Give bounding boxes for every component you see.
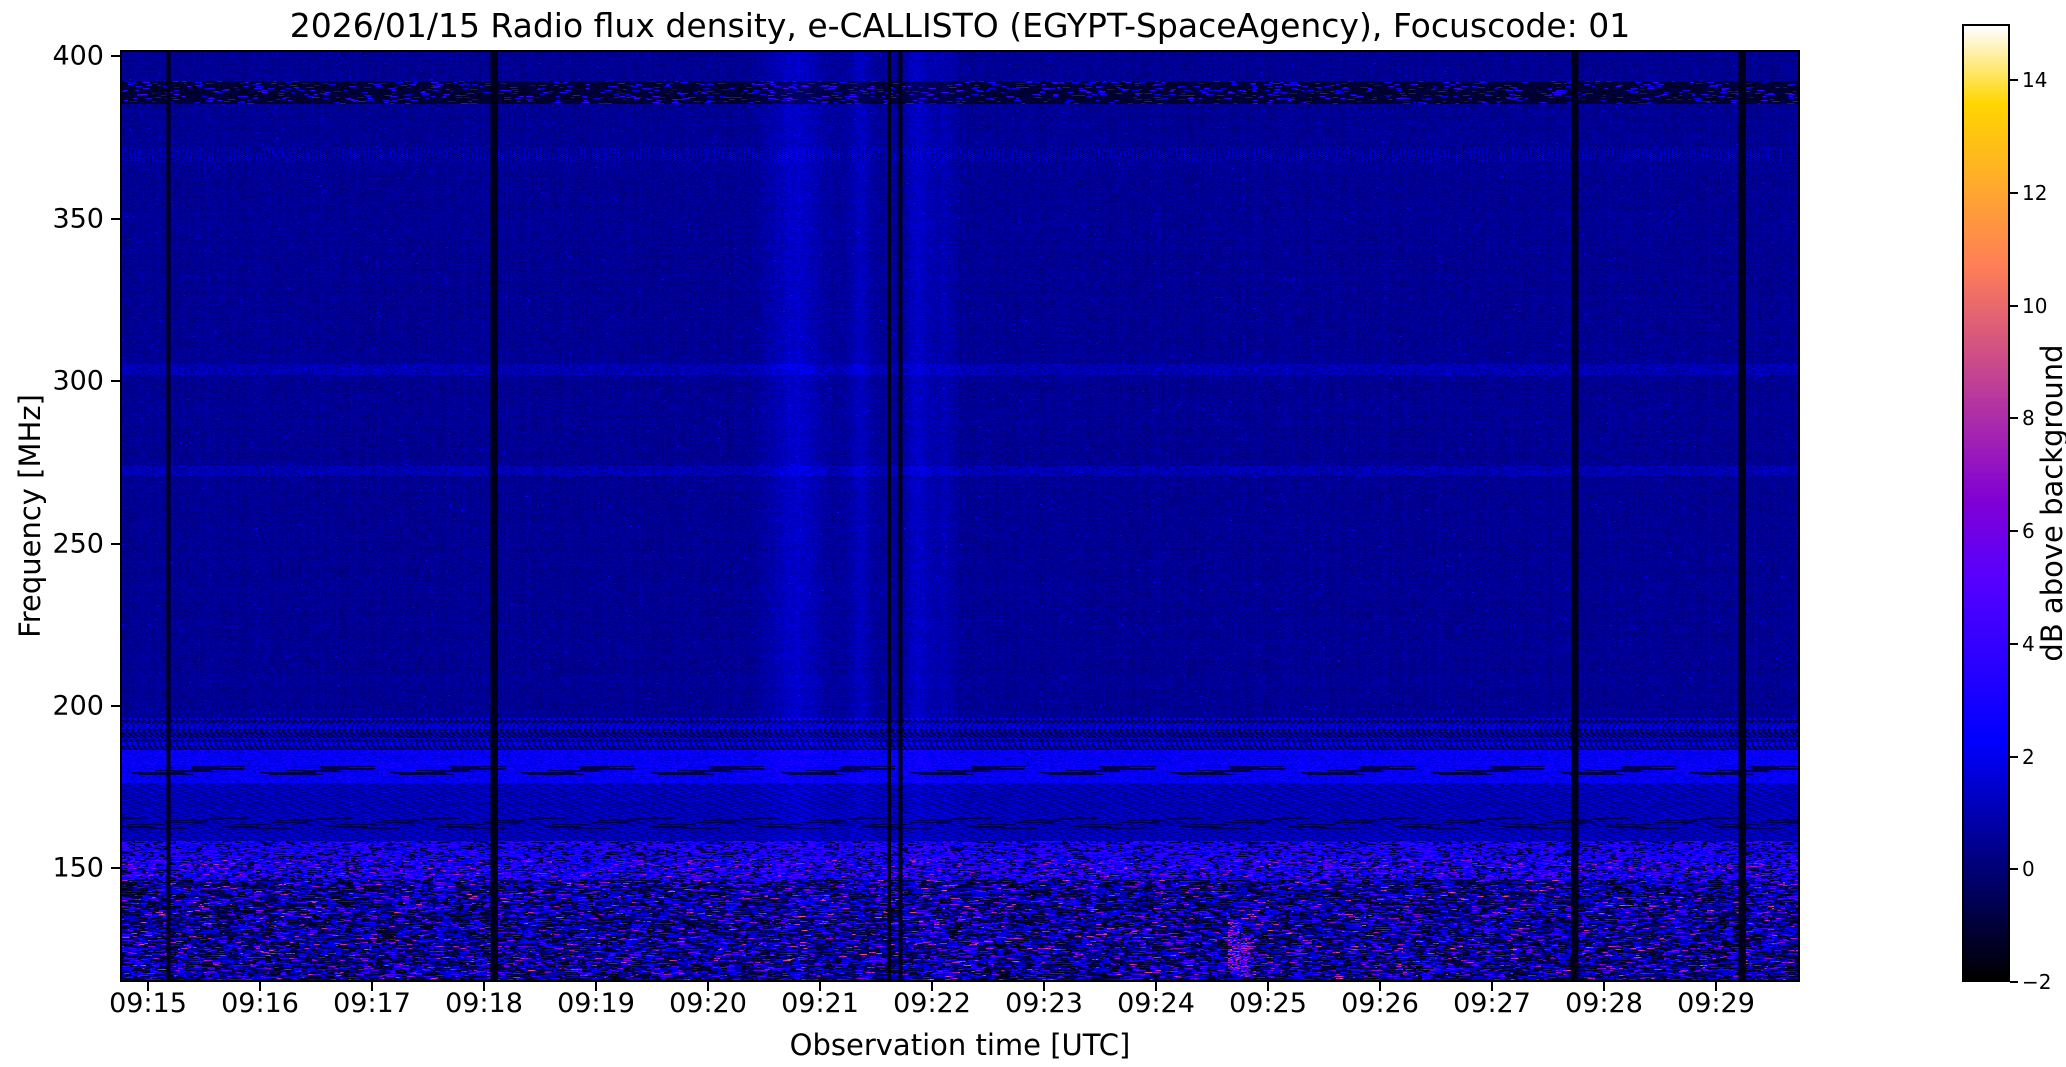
colorbar [1962,24,2010,982]
colorbar-tick-label: 14 [2022,68,2048,93]
colorbar-tick-mark [2010,868,2018,871]
spectrogram-canvas [122,52,1798,980]
colorbar-tick-label: 0 [2022,857,2035,882]
x-tick-mark [1155,982,1157,991]
colorbar-tick-mark [2010,981,2018,983]
x-tick-mark [1379,982,1381,991]
y-tick-label: 200 [52,690,104,722]
x-tick-label: 09:18 [445,988,523,1019]
colorbar-label: dB above background [2035,344,2066,662]
plot-area [120,50,1800,982]
colorbar-tick-label: −2 [2022,970,2052,994]
x-tick-mark [483,982,485,991]
y-tick-mark [111,217,120,220]
y-tick-mark [111,55,120,58]
x-tick-label: 09:24 [1117,988,1195,1019]
colorbar-tick-mark [2010,642,2018,645]
x-tick-mark [819,982,821,991]
colorbar-tick-mark [2010,192,2018,195]
x-axis-label: Observation time [UTC] [789,1028,1131,1062]
x-tick-label: 09:17 [333,988,411,1019]
x-tick-mark [259,982,261,991]
colorbar-canvas [1964,26,2008,980]
x-tick-label: 09:22 [893,988,971,1019]
y-tick-label: 300 [52,365,104,397]
x-tick-mark [1267,982,1269,991]
x-tick-label: 09:29 [1677,988,1755,1019]
colorbar-tick-mark [2010,755,2018,758]
colorbar-tick-label: 12 [2022,181,2048,206]
colorbar-tick-label: 4 [2022,631,2035,656]
x-tick-mark [1715,982,1717,991]
chart-title: 2026/01/15 Radio flux density, e-CALLIST… [289,6,1631,45]
x-tick-label: 09:15 [109,988,187,1019]
x-tick-mark [707,982,709,991]
y-tick-mark [111,380,120,383]
x-tick-mark [371,982,373,991]
y-tick-label: 350 [52,203,104,235]
x-tick-mark [147,982,149,991]
colorbar-tick-mark [2010,79,2018,82]
x-tick-mark [1603,982,1605,991]
colorbar-tick-mark [2010,417,2018,420]
y-axis-label: Frequency [MHz] [13,394,47,638]
x-tick-label: 09:16 [221,988,299,1019]
colorbar-tick-label: 8 [2022,406,2035,431]
colorbar-tick-label: 6 [2022,519,2035,544]
y-tick-mark [111,867,120,870]
x-tick-label: 09:28 [1565,988,1643,1019]
colorbar-tick-mark [2010,304,2018,307]
y-tick-label: 400 [52,40,104,72]
x-tick-label: 09:23 [1005,988,1083,1019]
x-tick-label: 09:20 [669,988,747,1019]
y-tick-label: 250 [52,528,104,560]
colorbar-tick-label: 10 [2022,293,2048,318]
x-tick-label: 09:27 [1453,988,1531,1019]
x-tick-label: 09:26 [1341,988,1419,1019]
y-tick-mark [111,542,120,545]
x-tick-mark [595,982,597,991]
y-tick-label: 150 [52,852,104,884]
x-tick-label: 09:21 [781,988,859,1019]
colorbar-tick-mark [2010,530,2018,533]
x-tick-label: 09:25 [1229,988,1307,1019]
x-tick-mark [1491,982,1493,991]
colorbar-tick-label: 2 [2022,744,2035,769]
x-tick-label: 09:19 [557,988,635,1019]
x-tick-mark [1043,982,1045,991]
y-tick-mark [111,704,120,707]
x-tick-mark [931,982,933,991]
